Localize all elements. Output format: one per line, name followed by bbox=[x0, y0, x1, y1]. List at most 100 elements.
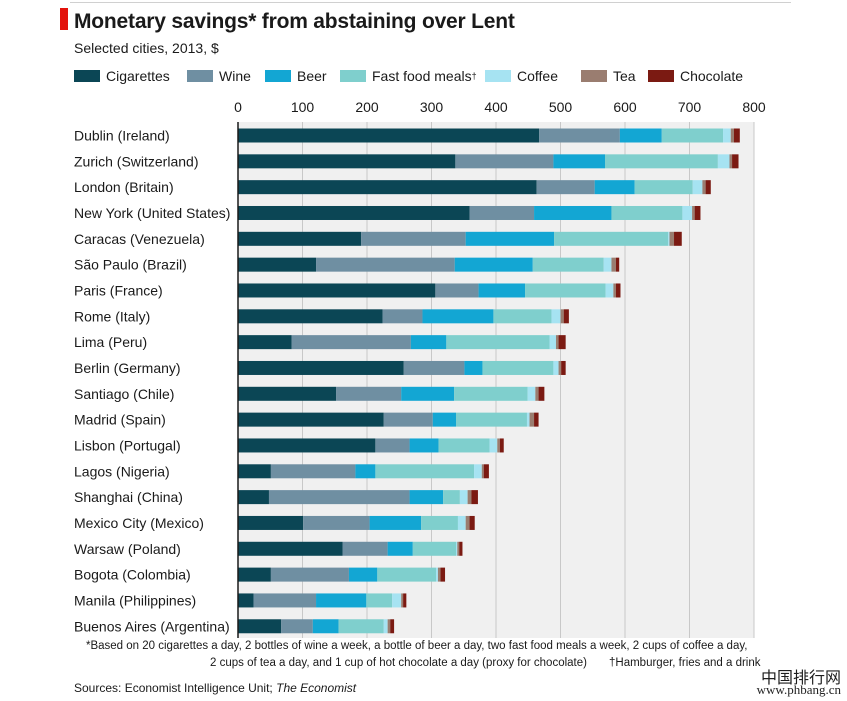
bar-beer bbox=[401, 386, 455, 401]
legend-swatch-coffee bbox=[485, 70, 511, 82]
bar-chocolate bbox=[440, 567, 446, 582]
bar-coffee bbox=[456, 541, 458, 556]
bar-cigarettes bbox=[238, 335, 292, 350]
bar-tea bbox=[535, 386, 539, 401]
legend-label-cigarettes: Cigarettes bbox=[106, 68, 170, 84]
bar-chocolate bbox=[705, 180, 711, 195]
bar-tea bbox=[481, 464, 484, 479]
bar-wine bbox=[342, 541, 388, 556]
bar-wine bbox=[383, 412, 433, 427]
bar-chocolate bbox=[534, 412, 539, 427]
legend-item-tea: Tea bbox=[581, 68, 636, 84]
legend-swatch-beer bbox=[265, 70, 291, 82]
category-label: Buenos Aires (Argentina) bbox=[74, 618, 230, 634]
bar-beer bbox=[410, 335, 447, 350]
bar-beer bbox=[553, 154, 606, 169]
legend-swatch-wine bbox=[187, 70, 213, 82]
bar-tea bbox=[387, 619, 391, 634]
legend-label-wine: Wine bbox=[219, 68, 251, 84]
legend-item-beer: Beer bbox=[265, 68, 327, 84]
bar-wine bbox=[336, 386, 402, 401]
bar-chocolate bbox=[615, 257, 620, 272]
legend-label-beer: Beer bbox=[297, 68, 327, 84]
bar-wine bbox=[382, 309, 423, 324]
bar-beer bbox=[369, 515, 422, 530]
legend-label-chocolate: Chocolate bbox=[680, 68, 744, 84]
bar-coffee bbox=[723, 128, 731, 143]
bar-cigarettes bbox=[238, 128, 540, 143]
bar-coffee bbox=[549, 335, 556, 350]
legend-swatch-cigarettes bbox=[74, 70, 100, 82]
bar-cigarettes bbox=[238, 386, 337, 401]
tick-label-0: 0 bbox=[234, 99, 242, 115]
category-label: Paris (France) bbox=[74, 282, 163, 298]
bar-wine bbox=[253, 593, 317, 608]
bar-chocolate bbox=[403, 593, 407, 608]
bar-cigarettes bbox=[238, 515, 304, 530]
bar-fast-food-meals bbox=[443, 490, 460, 505]
category-label: Santiago (Chile) bbox=[74, 386, 174, 402]
legend-item-chocolate: Chocolate bbox=[648, 68, 743, 84]
bar-tea bbox=[613, 283, 616, 298]
category-label: Dublin (Ireland) bbox=[74, 128, 170, 144]
bar-fast-food-meals bbox=[454, 386, 528, 401]
bar-tea bbox=[558, 360, 562, 375]
bar-coffee bbox=[527, 386, 536, 401]
bar-wine bbox=[268, 490, 410, 505]
bar-cigarettes bbox=[238, 231, 362, 246]
bar-tea bbox=[497, 438, 500, 453]
category-label: Manila (Philippines) bbox=[74, 592, 196, 608]
bar-tea bbox=[457, 541, 460, 556]
bar-cigarettes bbox=[238, 490, 269, 505]
chart-subtitle: Selected cities, 2013, $ bbox=[74, 40, 219, 56]
legend-item-cigarettes: Cigarettes bbox=[74, 68, 170, 84]
bar-chocolate bbox=[390, 619, 395, 634]
category-label: Lagos (Nigeria) bbox=[74, 463, 170, 479]
source-publication: The Economist bbox=[276, 681, 357, 695]
legend-label-coffee: Coffee bbox=[517, 68, 558, 84]
bar-cigarettes bbox=[238, 464, 271, 479]
tick-label-400: 400 bbox=[484, 99, 508, 115]
bar-cigarettes bbox=[238, 360, 404, 375]
category-label: Rome (Italy) bbox=[74, 308, 150, 324]
legend-swatch-tea bbox=[581, 70, 607, 82]
bar-tea bbox=[529, 412, 535, 427]
bar-fast-food-meals bbox=[338, 619, 384, 634]
bar-wine bbox=[291, 335, 411, 350]
bar-fast-food-meals bbox=[605, 154, 718, 169]
bar-coffee bbox=[489, 438, 498, 453]
category-label: Warsaw (Poland) bbox=[74, 541, 181, 557]
bar-fast-food-meals bbox=[661, 128, 724, 143]
bar-chocolate bbox=[674, 231, 682, 246]
bar-beer bbox=[454, 257, 533, 272]
bar-beer bbox=[432, 412, 457, 427]
bar-cigarettes bbox=[238, 619, 282, 634]
bar-coffee bbox=[692, 180, 703, 195]
bar-fast-food-meals bbox=[446, 335, 550, 350]
legend-swatch-chocolate bbox=[648, 70, 674, 82]
bar-beer bbox=[316, 593, 367, 608]
category-label: Zurich (Switzerland) bbox=[74, 153, 198, 169]
tick-label-600: 600 bbox=[613, 99, 637, 115]
footnote-line-2: 2 cups of tea a day, and 1 cup of hot ch… bbox=[210, 657, 587, 669]
chart-title: Monetary savings* from abstaining over L… bbox=[74, 10, 515, 33]
bar-coffee bbox=[526, 412, 530, 427]
bar-wine bbox=[270, 464, 356, 479]
bar-chocolate bbox=[483, 464, 489, 479]
legend-swatch-fast-food bbox=[340, 70, 366, 82]
bar-wine bbox=[270, 567, 349, 582]
bar-fast-food-meals bbox=[532, 257, 604, 272]
footnote-line-1: *Based on 20 cigarettes a day, 2 bottles… bbox=[86, 640, 748, 652]
bar-wine bbox=[403, 360, 465, 375]
bar-wine bbox=[361, 231, 466, 246]
tick-label-200: 200 bbox=[355, 99, 379, 115]
legend-item-coffee: Coffee bbox=[485, 68, 558, 84]
bar-beer bbox=[355, 464, 376, 479]
bar-cigarettes bbox=[238, 412, 384, 427]
bar-tea bbox=[560, 309, 564, 324]
legend-item-wine: Wine bbox=[187, 68, 251, 84]
category-label: Bogota (Colombia) bbox=[74, 567, 191, 583]
bar-chocolate bbox=[459, 541, 463, 556]
bar-tea bbox=[611, 257, 616, 272]
bar-wine bbox=[316, 257, 455, 272]
